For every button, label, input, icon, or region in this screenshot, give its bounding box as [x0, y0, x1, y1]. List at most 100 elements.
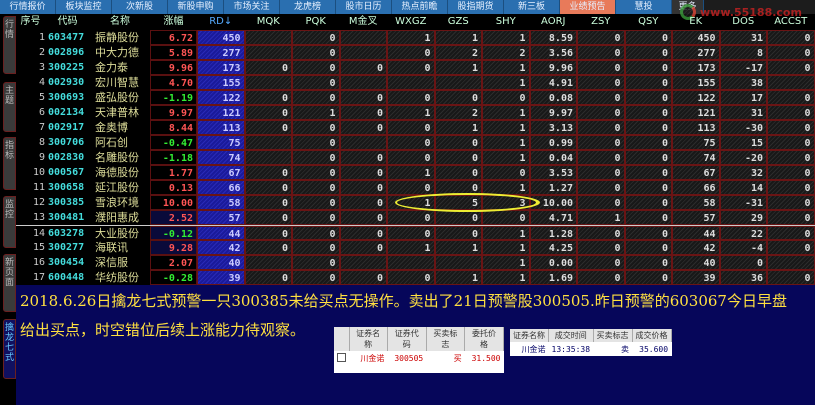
cell-QSY-13: 0	[624, 60, 672, 75]
tab-4[interactable]: 市场关注	[224, 0, 280, 14]
order_table-row-0: 川金诺	[360, 353, 385, 363]
cell-EK-14: 155	[672, 75, 720, 90]
header-13[interactable]: QSY	[638, 16, 659, 27]
header-9[interactable]: GZS	[447, 16, 469, 27]
cell-AORJ-11: 10.00	[529, 195, 577, 210]
cell-MQK-5: 0	[244, 226, 292, 240]
cell-GZS-9: 0	[434, 210, 482, 225]
site-logo: www.55188.com	[680, 1, 810, 23]
table-row[interactable]: 3 300225 金力泰 9.96 173 0 0 0 0 1 1 9.96 0 0 173 -17 0	[16, 60, 815, 75]
cell-PQK-6: 0	[292, 270, 340, 285]
header-0[interactable]: 序号	[20, 16, 41, 27]
header-6[interactable]: PQK	[305, 16, 326, 27]
cell-RD-4: 42	[197, 240, 245, 255]
table-row[interactable]: 13 300481 濮阳惠成 2.52 57 0 0 0 0 0 0 4.71 1 0 57 29 0	[16, 210, 815, 225]
cell--3: -0.28	[150, 270, 197, 285]
cell--1: 002830	[48, 152, 85, 163]
cell--1: 300277	[48, 242, 85, 253]
highlight-ellipse	[395, 193, 540, 212]
header-10[interactable]: SHY	[495, 16, 516, 27]
tab-8[interactable]: 股指期货	[448, 0, 504, 14]
table-row[interactable]: 6 002134 天津普林 9.97 121 0 1 0 1 2 1 9.97 0 0 121 31 0	[16, 105, 815, 120]
tab-10[interactable]: 业绩预告	[560, 0, 616, 14]
checkbox[interactable]	[334, 351, 349, 365]
header-3[interactable]: 涨幅	[163, 16, 184, 27]
header-4[interactable]: RD↓	[209, 16, 233, 27]
tab-11[interactable]: 慧投	[616, 0, 672, 14]
cell-EK-14: 173	[672, 60, 720, 75]
tab-2[interactable]: 次新股	[112, 0, 168, 14]
tab-0[interactable]: 行情报价	[0, 0, 56, 14]
side-tab-3[interactable]: 监控	[3, 196, 16, 248]
header-8[interactable]: WXGZ	[395, 16, 427, 27]
cell--2: 延江股份	[95, 181, 139, 194]
cell-MQK-5: 0	[244, 105, 292, 120]
cell-PQK-6: 0	[292, 226, 340, 240]
cell-PQK-6: 0	[292, 195, 340, 210]
header-1[interactable]: 代码	[57, 16, 78, 27]
table-row[interactable]: 14 603278 大业股份 -0.12 44 0 0 0 0 0 1 1.28 0 0 44 22 0	[16, 225, 815, 240]
cell-WXGZ-8: 0	[387, 120, 435, 135]
cell-GZS-9: 1	[434, 60, 482, 75]
table-row[interactable]: 8 300706 阿石创 -0.47 75 0 0 0 1 0.99 0 0 75 15 0	[16, 135, 815, 150]
side-tab-4[interactable]: 新页面	[3, 254, 16, 312]
tab-1[interactable]: 板块监控	[56, 0, 112, 14]
cell-MQK-5: 0	[244, 195, 292, 210]
tab-9[interactable]: 新三板	[504, 0, 560, 14]
cell-RD-4: 57	[197, 210, 245, 225]
cell-ACCST-16: 0	[767, 45, 815, 60]
side-tab-2[interactable]: 指标	[3, 137, 16, 190]
cell--3: 1.77	[150, 165, 197, 180]
table-row[interactable]: 9 002830 名雕股份 -1.18 74 0 0 0 0 1 0.04 0 0 74 -20 0	[16, 150, 815, 165]
table-row[interactable]: 4 002930 宏川智慧 4.70 155 0 1 4.91 0 0 155 38	[16, 75, 815, 90]
cell-WXGZ-8: 0	[387, 226, 435, 240]
cell-QSY-13: 0	[624, 180, 672, 195]
table-row[interactable]: 2 002896 中大力德 5.89 277 0 0 2 2 3.56 0 0 277 8 0	[16, 45, 815, 60]
tab-3[interactable]: 新股申购	[168, 0, 224, 14]
cell-AORJ-11: 4.91	[529, 75, 577, 90]
table-row[interactable]: 7 002917 金奥博 8.44 113 0 0 0 0 1 1 3.13 0 0 113 -30 0	[16, 120, 815, 135]
cell-EK-14: 42	[672, 240, 720, 255]
tab-6[interactable]: 股市日历	[336, 0, 392, 14]
side-tab-1[interactable]: 主题	[3, 82, 16, 132]
header-2[interactable]: 名称	[110, 16, 130, 27]
cell-M-7: 0	[339, 150, 387, 165]
cell-SHY-10: 0	[482, 90, 530, 105]
header-14[interactable]: EK	[689, 16, 703, 27]
cell-ZSY-12: 0	[577, 180, 625, 195]
cell-DOS-15: 31	[719, 30, 767, 45]
table-row[interactable]: 1 603477 振静股份 6.72 450 0 1 1 1 8.59 0 0 450 31 0	[16, 30, 815, 45]
cell-RD-4: 450	[197, 30, 245, 45]
cell-PQK-6: 0	[292, 255, 340, 270]
cell-EK-14: 113	[672, 120, 720, 135]
header-5[interactable]: MQK	[256, 16, 280, 27]
cell-GZS-9: 0	[434, 165, 482, 180]
table-row[interactable]: 16 300454 深信服 2.07 40 0 1 0.00 0 0 40 0	[16, 255, 815, 270]
header-11[interactable]: AORJ	[541, 16, 566, 27]
cell--0: 10	[32, 167, 45, 178]
table-row[interactable]: 15 300277 海联讯 9.28 42 0 0 0 1 1 1 4.25 0 0 42 -4 0	[16, 240, 815, 255]
header-12[interactable]: ZSY	[591, 16, 611, 27]
tab-5[interactable]: 龙虎榜	[280, 0, 336, 14]
side-tab-0[interactable]: 行情	[3, 16, 16, 74]
header-7[interactable]: M金叉	[348, 16, 378, 27]
header-16[interactable]: ACCST	[774, 16, 808, 27]
cell-DOS-15: 15	[719, 135, 767, 150]
side-tab-5[interactable]: 擒龙七式	[3, 319, 16, 379]
cell-ACCST-16: 0	[767, 135, 815, 150]
tab-7[interactable]: 热点前瞻	[392, 0, 448, 14]
order_table-headers-2: 买卖标志	[426, 327, 466, 351]
header-15[interactable]: DOS	[732, 16, 755, 27]
cell-WXGZ-8: 0	[387, 90, 435, 105]
cell-EK-14: 44	[672, 226, 720, 240]
cell--1: 300481	[48, 212, 85, 223]
cell--3: 10.00	[150, 195, 197, 210]
table-row[interactable]: 5 300693 盛弘股份 -1.19 122 0 0 0 0 0 0 0.08 0 0 122 17 0	[16, 90, 815, 105]
cell-AORJ-11: 0.08	[529, 90, 577, 105]
cell--0: 2	[38, 47, 45, 58]
table-row[interactable]: 17 600448 华纺股份 -0.28 39 0 0 0 0 1 1 1.69 0 0 39 36 0	[16, 270, 815, 285]
cell-WXGZ-8	[387, 255, 435, 270]
table-row[interactable]: 10 000567 海德股份 1.77 67 0 0 0 1 0 0 3.53 0 0 67 32 0	[16, 165, 815, 180]
table-row[interactable]: 11 300658 延江股份 0.13 66 0 0 0 0 0 1 1.27 0 0 66 14 0	[16, 180, 815, 195]
cell-ZSY-12: 0	[577, 105, 625, 120]
